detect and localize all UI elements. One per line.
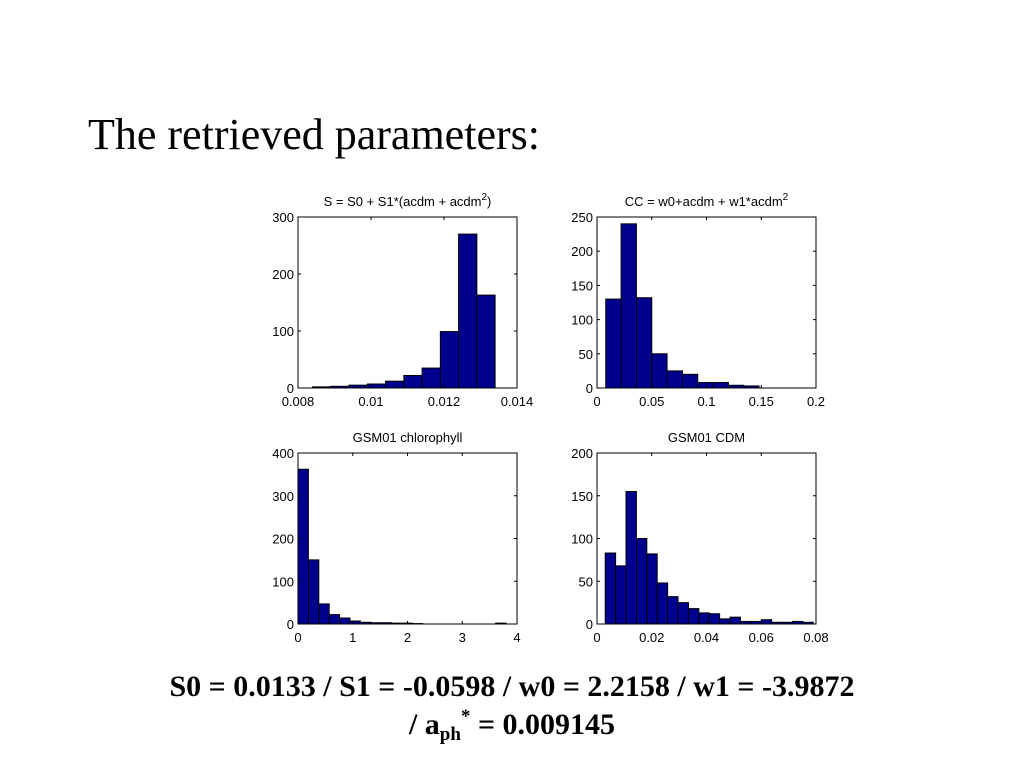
y-tick-label: 200 [571, 446, 593, 461]
x-tick-label: 0.08 [803, 630, 828, 645]
y-tick-label: 200 [272, 267, 294, 282]
x-tick-label: 0.1 [697, 394, 715, 409]
y-tick-label: 0 [586, 617, 593, 632]
x-tick-label: 0 [593, 630, 600, 645]
histogram-bar [681, 373, 699, 389]
histogram-bar [687, 608, 700, 625]
x-tick-label: 4 [513, 630, 520, 645]
y-tick-label: 50 [579, 574, 593, 589]
histogram-bar [625, 490, 637, 625]
parameter-summary-line-1: S0 = 0.0133 / S1 = -0.0598 / w0 = 2.2158… [169, 670, 855, 703]
aph-value: = 0.009145 [470, 708, 616, 741]
histogram-bar [439, 331, 460, 389]
histogram-cc-parameter: 0 0.05 0.1 0.15 0.2 0 50 100 150 200 250 CC = w0+ac… [571, 192, 825, 409]
y-tick-label: 0 [287, 381, 294, 396]
histogram-bar [605, 298, 622, 389]
y-tick-label: 100 [272, 574, 294, 589]
y-tick-label: 0 [586, 381, 593, 396]
y-tick-label: 200 [571, 244, 593, 259]
x-tick-label: 0.012 [428, 394, 461, 409]
histogram-s-parameter: 0.008 0.01 0.012 0.014 0 100 200 300 S = S0 + S1… [272, 192, 533, 409]
histogram-bar [651, 353, 668, 389]
parameter-summary-line-2: / aph* = 0.009145 [0, 706, 1024, 744]
y-tick-label: 100 [272, 324, 294, 339]
x-tick-label: 0 [593, 394, 600, 409]
histogram-bar [604, 552, 617, 625]
plot-frame [297, 452, 518, 625]
x-tick-label: 0 [294, 630, 301, 645]
y-tick-label: 150 [571, 489, 593, 504]
histogram-bar [666, 370, 683, 389]
histogram-bar [719, 618, 731, 625]
chart-title: GSM01 chlorophyll [353, 430, 463, 445]
histogram-bar [615, 565, 627, 625]
histogram-bar [760, 619, 773, 625]
histogram-bar [307, 559, 320, 625]
y-tick-label: 50 [579, 347, 593, 362]
histogram-bar [476, 294, 496, 389]
histogram-bar [697, 382, 714, 389]
histogram-bar [656, 582, 669, 625]
histogram-bar [708, 613, 721, 625]
y-tick-label: 300 [272, 210, 294, 225]
histogram-chlorophyll: 0 1 2 3 4 0 100 200 300 400 GSM01 chlorophyll [272, 430, 520, 645]
y-tick-label: 100 [571, 532, 593, 547]
x-tick-label: 0.014 [501, 394, 534, 409]
histogram-bar [698, 612, 710, 625]
histogram-bar [297, 468, 309, 625]
chart-title: S = S0 + S1*(acdm + acdm2) [324, 192, 492, 209]
x-tick-label: 0.05 [639, 394, 664, 409]
x-tick-label: 2 [404, 630, 411, 645]
histogram-bar [729, 616, 741, 625]
histogram-bar [635, 297, 653, 389]
histogram-bar [339, 617, 351, 625]
x-tick-label: 0.04 [694, 630, 719, 645]
y-tick-label: 200 [272, 532, 294, 547]
x-tick-label: 1 [349, 630, 356, 645]
histogram-bar [328, 614, 341, 625]
histogram-bar [458, 233, 478, 389]
y-tick-label: 250 [571, 210, 593, 225]
x-tick-label: 3 [459, 630, 466, 645]
histogram-bar [620, 223, 637, 389]
histogram-bar [677, 602, 689, 625]
x-tick-label: 0.02 [639, 630, 664, 645]
x-tick-label: 0.15 [749, 394, 774, 409]
x-tick-label: 0.01 [358, 394, 383, 409]
x-tick-label: 0.2 [807, 394, 825, 409]
plot-frame [297, 216, 518, 389]
aph-prefix: / a [408, 708, 440, 741]
histogram-bar [712, 382, 729, 389]
histogram-bar [318, 603, 330, 625]
x-tick-label: 0.06 [749, 630, 774, 645]
histogram-bar [667, 596, 679, 625]
parameter-summary: S0 = 0.0133 / S1 = -0.0598 / w0 = 2.2158… [0, 668, 1024, 744]
histogram-bar [421, 367, 441, 389]
histogram-bar [646, 553, 658, 625]
aph-subscript: ph [439, 724, 461, 745]
slide-title: The retrieved parameters: [88, 110, 540, 159]
y-tick-label: 100 [571, 313, 593, 328]
x-tick-label: 0.008 [282, 394, 315, 409]
histogram-bar [635, 538, 648, 625]
chart-title: GSM01 CDM [668, 430, 745, 445]
histogram-bar [403, 374, 423, 389]
histogram-bar [366, 383, 387, 389]
histogram-cdm: 0 0.02 0.04 0.06 0.08 0 50 100 150 200 GSM01 CDM [571, 430, 828, 645]
histogram-bar [385, 380, 405, 389]
y-tick-label: 150 [571, 278, 593, 293]
chart-title: CC = w0+acdm + w1*acdm2 [625, 192, 789, 209]
y-tick-label: 300 [272, 489, 294, 504]
y-tick-label: 0 [287, 617, 294, 632]
y-tick-label: 400 [272, 446, 294, 461]
aph-superscript: * [460, 706, 471, 727]
